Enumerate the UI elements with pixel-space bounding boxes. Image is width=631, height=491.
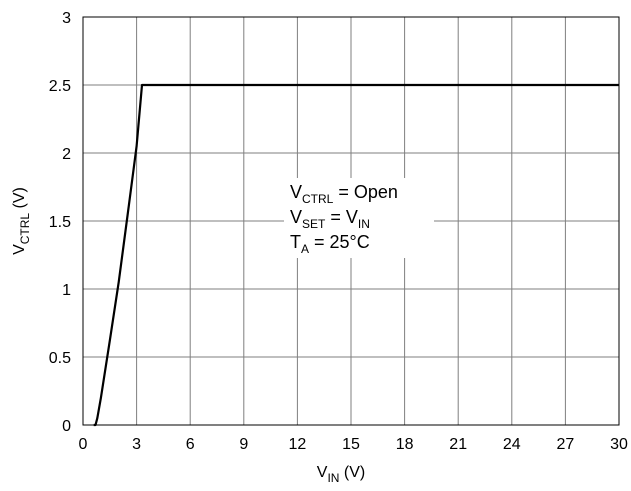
y-axis-label: VCTRL (V): [11, 187, 32, 255]
plot-frame: [82, 16, 620, 426]
y-tick-label: 2: [62, 146, 71, 163]
x-tick-label: 6: [186, 436, 195, 453]
y-tick-label: 2.5: [49, 78, 71, 95]
x-tick-label: 21: [449, 436, 467, 453]
y-tick-label: 1: [62, 282, 71, 299]
y-tick-label: 0: [62, 418, 71, 435]
x-tick-label: 15: [342, 436, 360, 453]
x-tick-label: 27: [557, 436, 575, 453]
annotation-background: [284, 178, 434, 258]
annotation-box: VCTRL = Open VSET = VIN TA = 25°C: [284, 178, 434, 258]
x-tick-label: 24: [503, 436, 521, 453]
annotation-line-3: TA = 25°C: [290, 232, 370, 256]
series-line: [93, 83, 619, 427]
y-tick-label: 3: [62, 10, 71, 27]
x-tick-label: 0: [79, 436, 88, 453]
annotation-line-2: VSET = VIN: [290, 207, 370, 231]
x-axis-label: VIN (V): [317, 464, 365, 485]
x-tick-labels: 0 3 6 9 12 15 18 21 24 27 30: [79, 436, 628, 453]
x-tick-label: 18: [396, 436, 414, 453]
x-tick-label: 3: [132, 436, 141, 453]
x-tick-label: 9: [239, 436, 248, 453]
annotation-line-1: VCTRL = Open: [290, 182, 398, 206]
x-tick-label: 12: [289, 436, 307, 453]
y-tick-label: 0.5: [49, 350, 71, 367]
y-tick-label: 1.5: [49, 214, 71, 231]
y-tick-labels: 0 0.5 1 1.5 2 2.5 3: [49, 10, 71, 435]
x-tick-label: 30: [610, 436, 628, 453]
